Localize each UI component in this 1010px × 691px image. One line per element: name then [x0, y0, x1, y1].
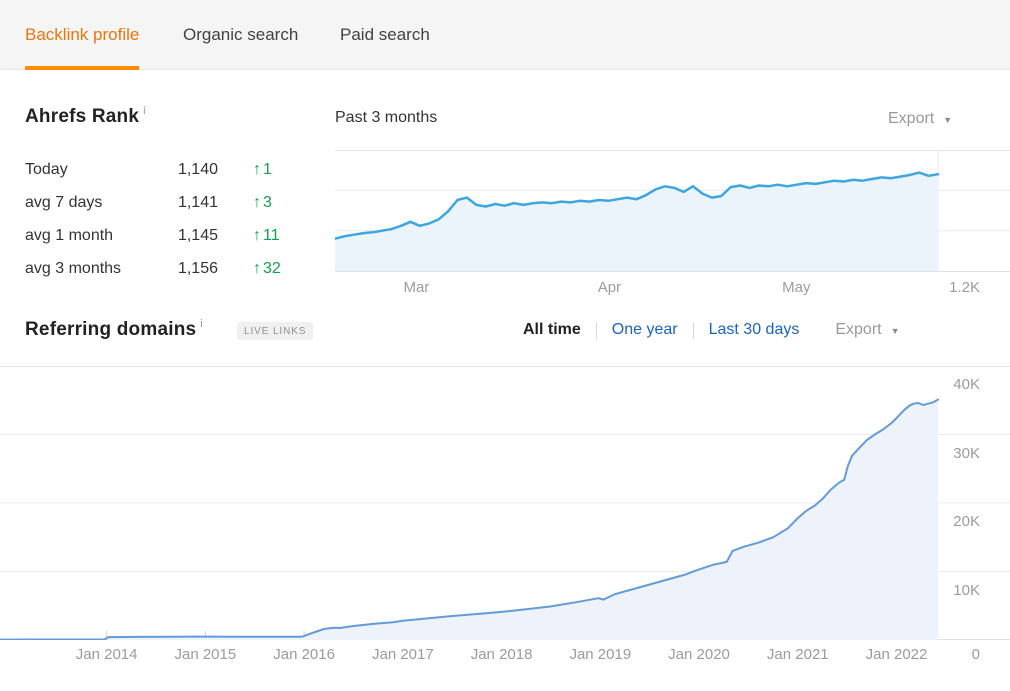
filter-all-time[interactable]: All time — [523, 321, 581, 338]
info-icon[interactable]: i — [200, 318, 203, 330]
delta-value: 11 — [263, 226, 280, 244]
stat-label: avg 1 month — [25, 226, 114, 244]
axis-tick-label: 0 — [971, 646, 980, 663]
rank-chart-x-axis: Mar Apr May 1.2K — [0, 279, 1010, 299]
tab-label: Paid search — [340, 25, 430, 44]
tab-label: Organic search — [183, 25, 299, 44]
axis-tick-label: Jan 2014 — [75, 646, 138, 663]
stat-label: avg 7 days — [25, 193, 103, 211]
axis-tick-label: Jan 2017 — [371, 646, 434, 663]
stat-value: 1,140 — [177, 160, 218, 178]
tab-backlink-profile[interactable]: Backlink profile — [25, 0, 140, 70]
axis-tick-label: 1.2K — [949, 279, 980, 296]
export-button-rank[interactable]: Export ▼ — [888, 110, 952, 128]
up-arrow-icon: ↑ — [253, 226, 261, 244]
referring-domains-chart — [0, 366, 1010, 641]
chevron-down-icon: ▼ — [890, 326, 900, 336]
heading-text: Ahrefs Rank — [25, 106, 140, 127]
stat-value: 1,145 — [177, 226, 218, 244]
info-icon[interactable]: i — [143, 105, 146, 117]
stat-delta: ↑ 32 — [253, 260, 281, 278]
ahrefs-rank-chart — [333, 150, 1010, 272]
axis-tick-label: Jan 2021 — [766, 646, 829, 663]
referring-domains-heading: Referring domains i — [25, 318, 203, 341]
tab-organic-search[interactable]: Organic search — [183, 0, 298, 70]
axis-tick-label: Mar — [403, 279, 430, 296]
filter-one-year[interactable]: One year — [611, 321, 678, 338]
rank-stat-row-avg1month: avg 1 month 1,145 ↑ 11 — [25, 219, 325, 252]
heading-text: Referring domains — [25, 319, 197, 340]
stat-delta: ↑ 11 — [253, 227, 280, 245]
stat-value: 1,141 — [177, 193, 218, 211]
delta-value: 3 — [263, 193, 272, 211]
time-range-filters: All time One year Last 30 days Export ▼ — [523, 321, 900, 339]
referring-chart-x-axis: Jan 2014 Jan 2015 Jan 2016 Jan 2017 Jan 2018… — [0, 646, 1010, 666]
rank-stat-row-avg7: avg 7 days 1,141 ↑ 3 — [25, 186, 325, 219]
stat-delta: ↑ 3 — [253, 194, 272, 212]
up-arrow-icon: ↑ — [253, 193, 261, 211]
filter-last-30-days[interactable]: Last 30 days — [708, 321, 800, 338]
ahrefs-rank-stats: Today 1,140 ↑ 1 avg 7 days 1,141 ↑ 3 avg 1… — [25, 153, 325, 285]
ahrefs-rank-heading: Ahrefs Rank i — [25, 105, 146, 128]
active-tab-underline — [25, 66, 140, 70]
export-button-referring[interactable]: Export ▼ — [835, 321, 899, 339]
stat-label: avg 3 months — [25, 259, 122, 277]
rank-stat-row-avg3months: avg 3 months 1,156 ↑ 32 — [25, 252, 325, 285]
tab-bar: Backlink profile Organic search Paid sea… — [0, 0, 1010, 70]
stat-label: Today — [25, 160, 68, 178]
up-arrow-icon: ↑ — [253, 259, 261, 277]
divider — [692, 321, 694, 339]
delta-value: 32 — [263, 259, 281, 277]
export-label: Export — [888, 110, 935, 127]
delta-value: 1 — [263, 160, 272, 178]
stat-value: 1,156 — [177, 259, 218, 277]
axis-tick-label: Jan 2022 — [865, 646, 928, 663]
axis-tick-label: Apr — [597, 279, 622, 296]
axis-tick-label: Jan 2015 — [174, 646, 237, 663]
axis-tick-label: Jan 2020 — [668, 646, 730, 663]
rank-chart-title: Past 3 months — [335, 109, 438, 126]
chevron-down-icon: ▼ — [943, 115, 953, 125]
rank-stat-row-today: Today 1,140 ↑ 1 — [25, 153, 325, 186]
live-links-badge: LIVE LINKS — [237, 322, 314, 340]
divider — [595, 321, 597, 339]
tab-label: Backlink profile — [25, 25, 140, 44]
stat-delta: ↑ 1 — [253, 161, 272, 179]
axis-tick-label: Jan 2016 — [273, 646, 335, 663]
axis-tick-label: Jan 2019 — [569, 646, 632, 663]
axis-tick-label: May — [782, 279, 811, 296]
axis-tick-label: Jan 2018 — [470, 646, 533, 663]
up-arrow-icon: ↑ — [253, 160, 261, 178]
export-label: Export — [835, 321, 882, 338]
tab-paid-search[interactable]: Paid search — [340, 0, 430, 70]
